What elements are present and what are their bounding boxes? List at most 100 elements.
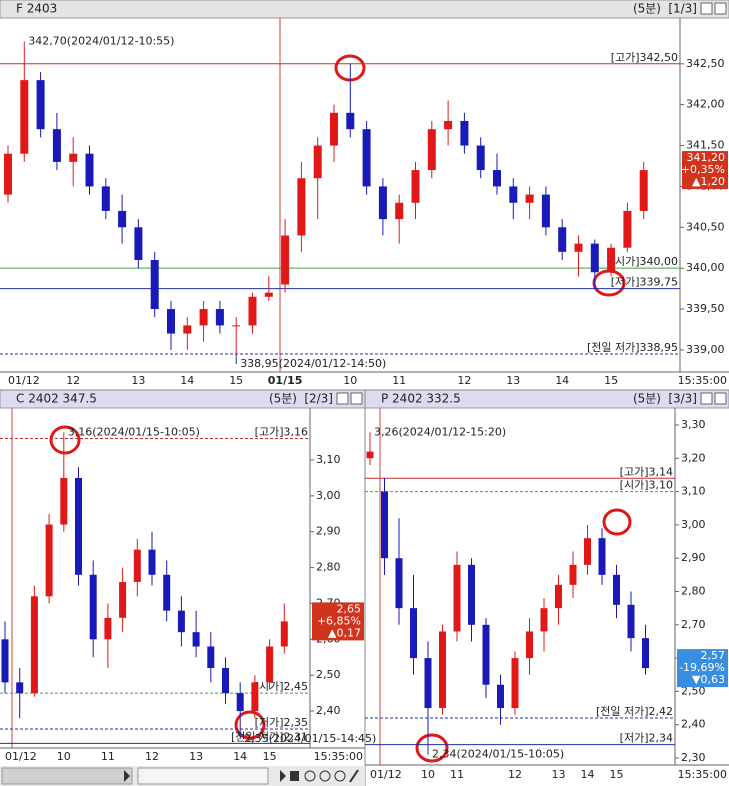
end-time: 15:35:00 <box>678 768 727 781</box>
y-tick-label: 341,50 <box>686 139 725 152</box>
x-tick-label: 10 <box>57 750 71 763</box>
candle-body <box>395 202 404 220</box>
candle-body <box>101 186 110 211</box>
timeframe: (5분) <box>633 2 661 16</box>
candle-body <box>4 153 12 195</box>
close-button[interactable] <box>350 392 363 405</box>
x-tick-label: 01/12 <box>5 750 37 763</box>
candle-body <box>89 574 97 640</box>
end-time: 15:35:00 <box>678 374 727 387</box>
x-tick-label: 15 <box>610 768 624 781</box>
candle-body <box>555 584 562 609</box>
candle-body <box>639 170 648 211</box>
candle-body <box>439 631 446 709</box>
x-tick-label: 12 <box>457 374 471 387</box>
candle-body <box>427 129 436 171</box>
x-tick-label: 13 <box>506 374 520 387</box>
current-price-label: ▲0,17 <box>328 626 361 639</box>
level-label: [시가]340,00 <box>611 255 678 268</box>
x-tick-label: 15 <box>263 750 277 763</box>
candle-body <box>468 564 475 625</box>
candle-body <box>183 325 192 334</box>
candle-body <box>627 604 635 639</box>
candle-body <box>167 309 175 334</box>
annotation-label: 2,35(2024/01/15-14:45) <box>244 732 376 745</box>
page-indicator: [1/3] <box>668 2 697 16</box>
candle-body <box>493 170 501 187</box>
candle-body <box>453 564 461 632</box>
close-button[interactable] <box>714 392 727 405</box>
candle-body <box>248 296 257 326</box>
candle-body <box>150 259 159 310</box>
candle-body <box>264 292 273 297</box>
y-tick-label: 342,50 <box>686 57 725 70</box>
y-tick-label: 2,50 <box>681 684 706 697</box>
x-tick-label: 01/12 <box>8 374 40 387</box>
window-button <box>336 392 349 405</box>
x-tick-label: 15 <box>229 374 243 387</box>
candle-body <box>16 682 24 694</box>
candle-body <box>511 658 519 709</box>
scroll-track[interactable] <box>1 767 133 785</box>
x-tick-label: 15 <box>604 374 618 387</box>
x-tick-label: 01/15 <box>268 374 303 387</box>
candle-body <box>1 639 9 683</box>
candle-body <box>45 524 53 597</box>
candle-body <box>232 325 241 327</box>
current-price-label: +6,85% <box>317 614 361 627</box>
candle-body <box>509 186 518 203</box>
current-price-label: 2,57 <box>701 649 726 662</box>
candle-body <box>36 80 45 130</box>
candle-body <box>222 668 229 694</box>
candle-body <box>362 129 371 187</box>
x-tick-label: 13 <box>189 750 203 763</box>
toolbar-icons[interactable] <box>124 769 359 783</box>
candle-body <box>85 153 94 187</box>
close-button[interactable] <box>714 2 727 15</box>
candle-body <box>642 638 649 669</box>
level-label: [고가]342,50 <box>611 51 678 64</box>
candle-body <box>590 243 599 273</box>
candle-body <box>236 693 244 712</box>
timeframe: (5분) <box>269 392 297 406</box>
level-label: [고가]3,16 <box>255 425 308 438</box>
zoom-slider[interactable] <box>137 767 269 785</box>
candle-body <box>366 451 374 459</box>
timeframe: (5분) <box>633 392 661 406</box>
x-tick-label: 12 <box>508 768 522 781</box>
candle-body <box>613 574 620 605</box>
candle-body <box>424 658 432 709</box>
x-tick-label: 10 <box>343 374 357 387</box>
y-tick-label: 2,80 <box>681 584 706 597</box>
x-tick-label: 11 <box>392 374 406 387</box>
candle-body <box>525 194 534 203</box>
level-label: [저가]339,75 <box>611 276 678 289</box>
candle-body <box>133 549 141 582</box>
x-tick-label: 11 <box>450 768 464 781</box>
current-price-box <box>312 602 364 641</box>
y-tick-label: 3,10 <box>316 453 341 466</box>
candle-body <box>411 170 420 203</box>
current-price-label: 2,65 <box>337 602 362 615</box>
y-tick-label: 2,30 <box>681 751 706 764</box>
x-tick-label: 14 <box>180 374 194 387</box>
y-tick-label: 2,40 <box>316 704 341 717</box>
chart-title: C 2402 347.5 <box>16 392 97 406</box>
y-tick-label: 339,50 <box>686 302 725 315</box>
x-tick-label: 11 <box>101 750 115 763</box>
y-tick-label: 2,50 <box>316 668 341 681</box>
level-label: [저가]2,35 <box>255 716 308 729</box>
annotation-label: 3,26(2024/01/12-15:20) <box>374 425 506 438</box>
candle-body <box>30 596 38 694</box>
candle-body <box>569 564 577 585</box>
x-tick-label: 10 <box>421 768 435 781</box>
level-label: [전일 저가]2,31 <box>231 729 308 743</box>
y-tick-label: 2,70 <box>681 618 706 631</box>
candle-body <box>574 243 583 252</box>
level-label: [전일 저가]338,95 <box>587 340 678 354</box>
candle-body <box>607 247 616 273</box>
candle-body <box>163 574 171 611</box>
decor <box>0 18 729 786</box>
candle-body <box>75 477 82 575</box>
candle-body <box>280 621 288 647</box>
